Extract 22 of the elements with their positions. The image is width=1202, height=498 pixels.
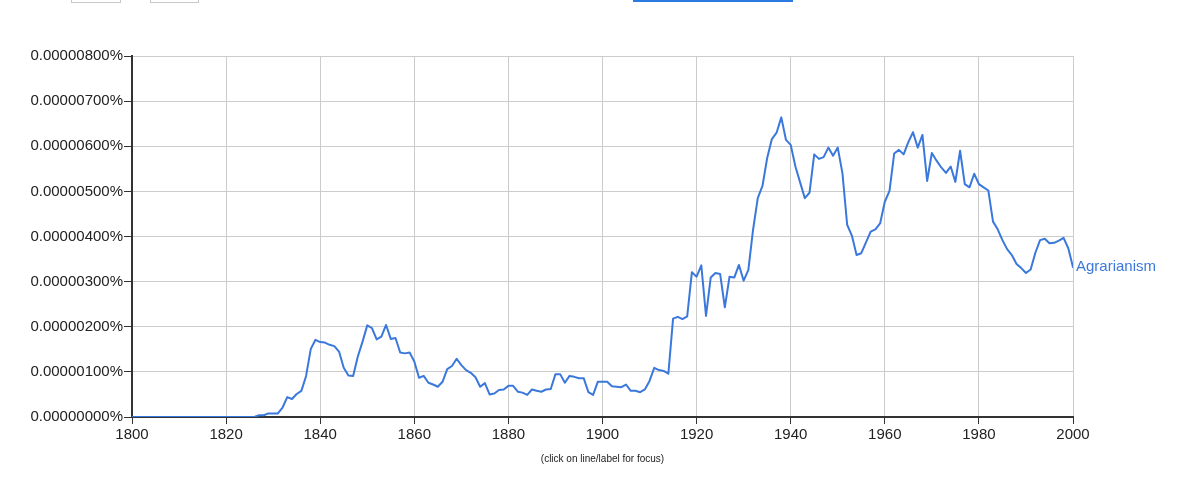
y-tick-label: 0.00000400% <box>30 226 123 244</box>
y-tick-label: 0.00000000% <box>30 407 123 425</box>
x-tick-label: 1940 <box>774 425 808 443</box>
y-tick-label: 0.00000600% <box>30 136 123 154</box>
text: (click on line/label for focus) <box>540 452 665 464</box>
x-tick-label: 1960 <box>868 425 902 443</box>
x-tick-label: 1900 <box>585 425 620 443</box>
y-tick-label: 0.00000300% <box>30 271 123 289</box>
y-tick-label: 0.00000100% <box>30 362 123 380</box>
x-tick-label: 1880 <box>491 425 526 443</box>
y-tick-label: 0.00000700% <box>30 91 123 109</box>
x-tick-label: 1860 <box>397 425 431 443</box>
y-tick-label: 0.00000200% <box>30 316 123 334</box>
x-tick-label: 1800 <box>115 425 149 443</box>
x-tick-label: 1840 <box>303 425 337 443</box>
y-tick-label: 0.00000500% <box>30 181 123 199</box>
series-label: Agrarianism <box>1076 257 1157 275</box>
x-tick-label: 1980 <box>962 425 996 443</box>
y-tick-label: 0.00000800% <box>30 46 123 64</box>
x-tick-label: 1820 <box>209 425 243 443</box>
x-tick-label: 2000 <box>1056 425 1090 443</box>
x-tick-label: 1920 <box>679 425 714 443</box>
